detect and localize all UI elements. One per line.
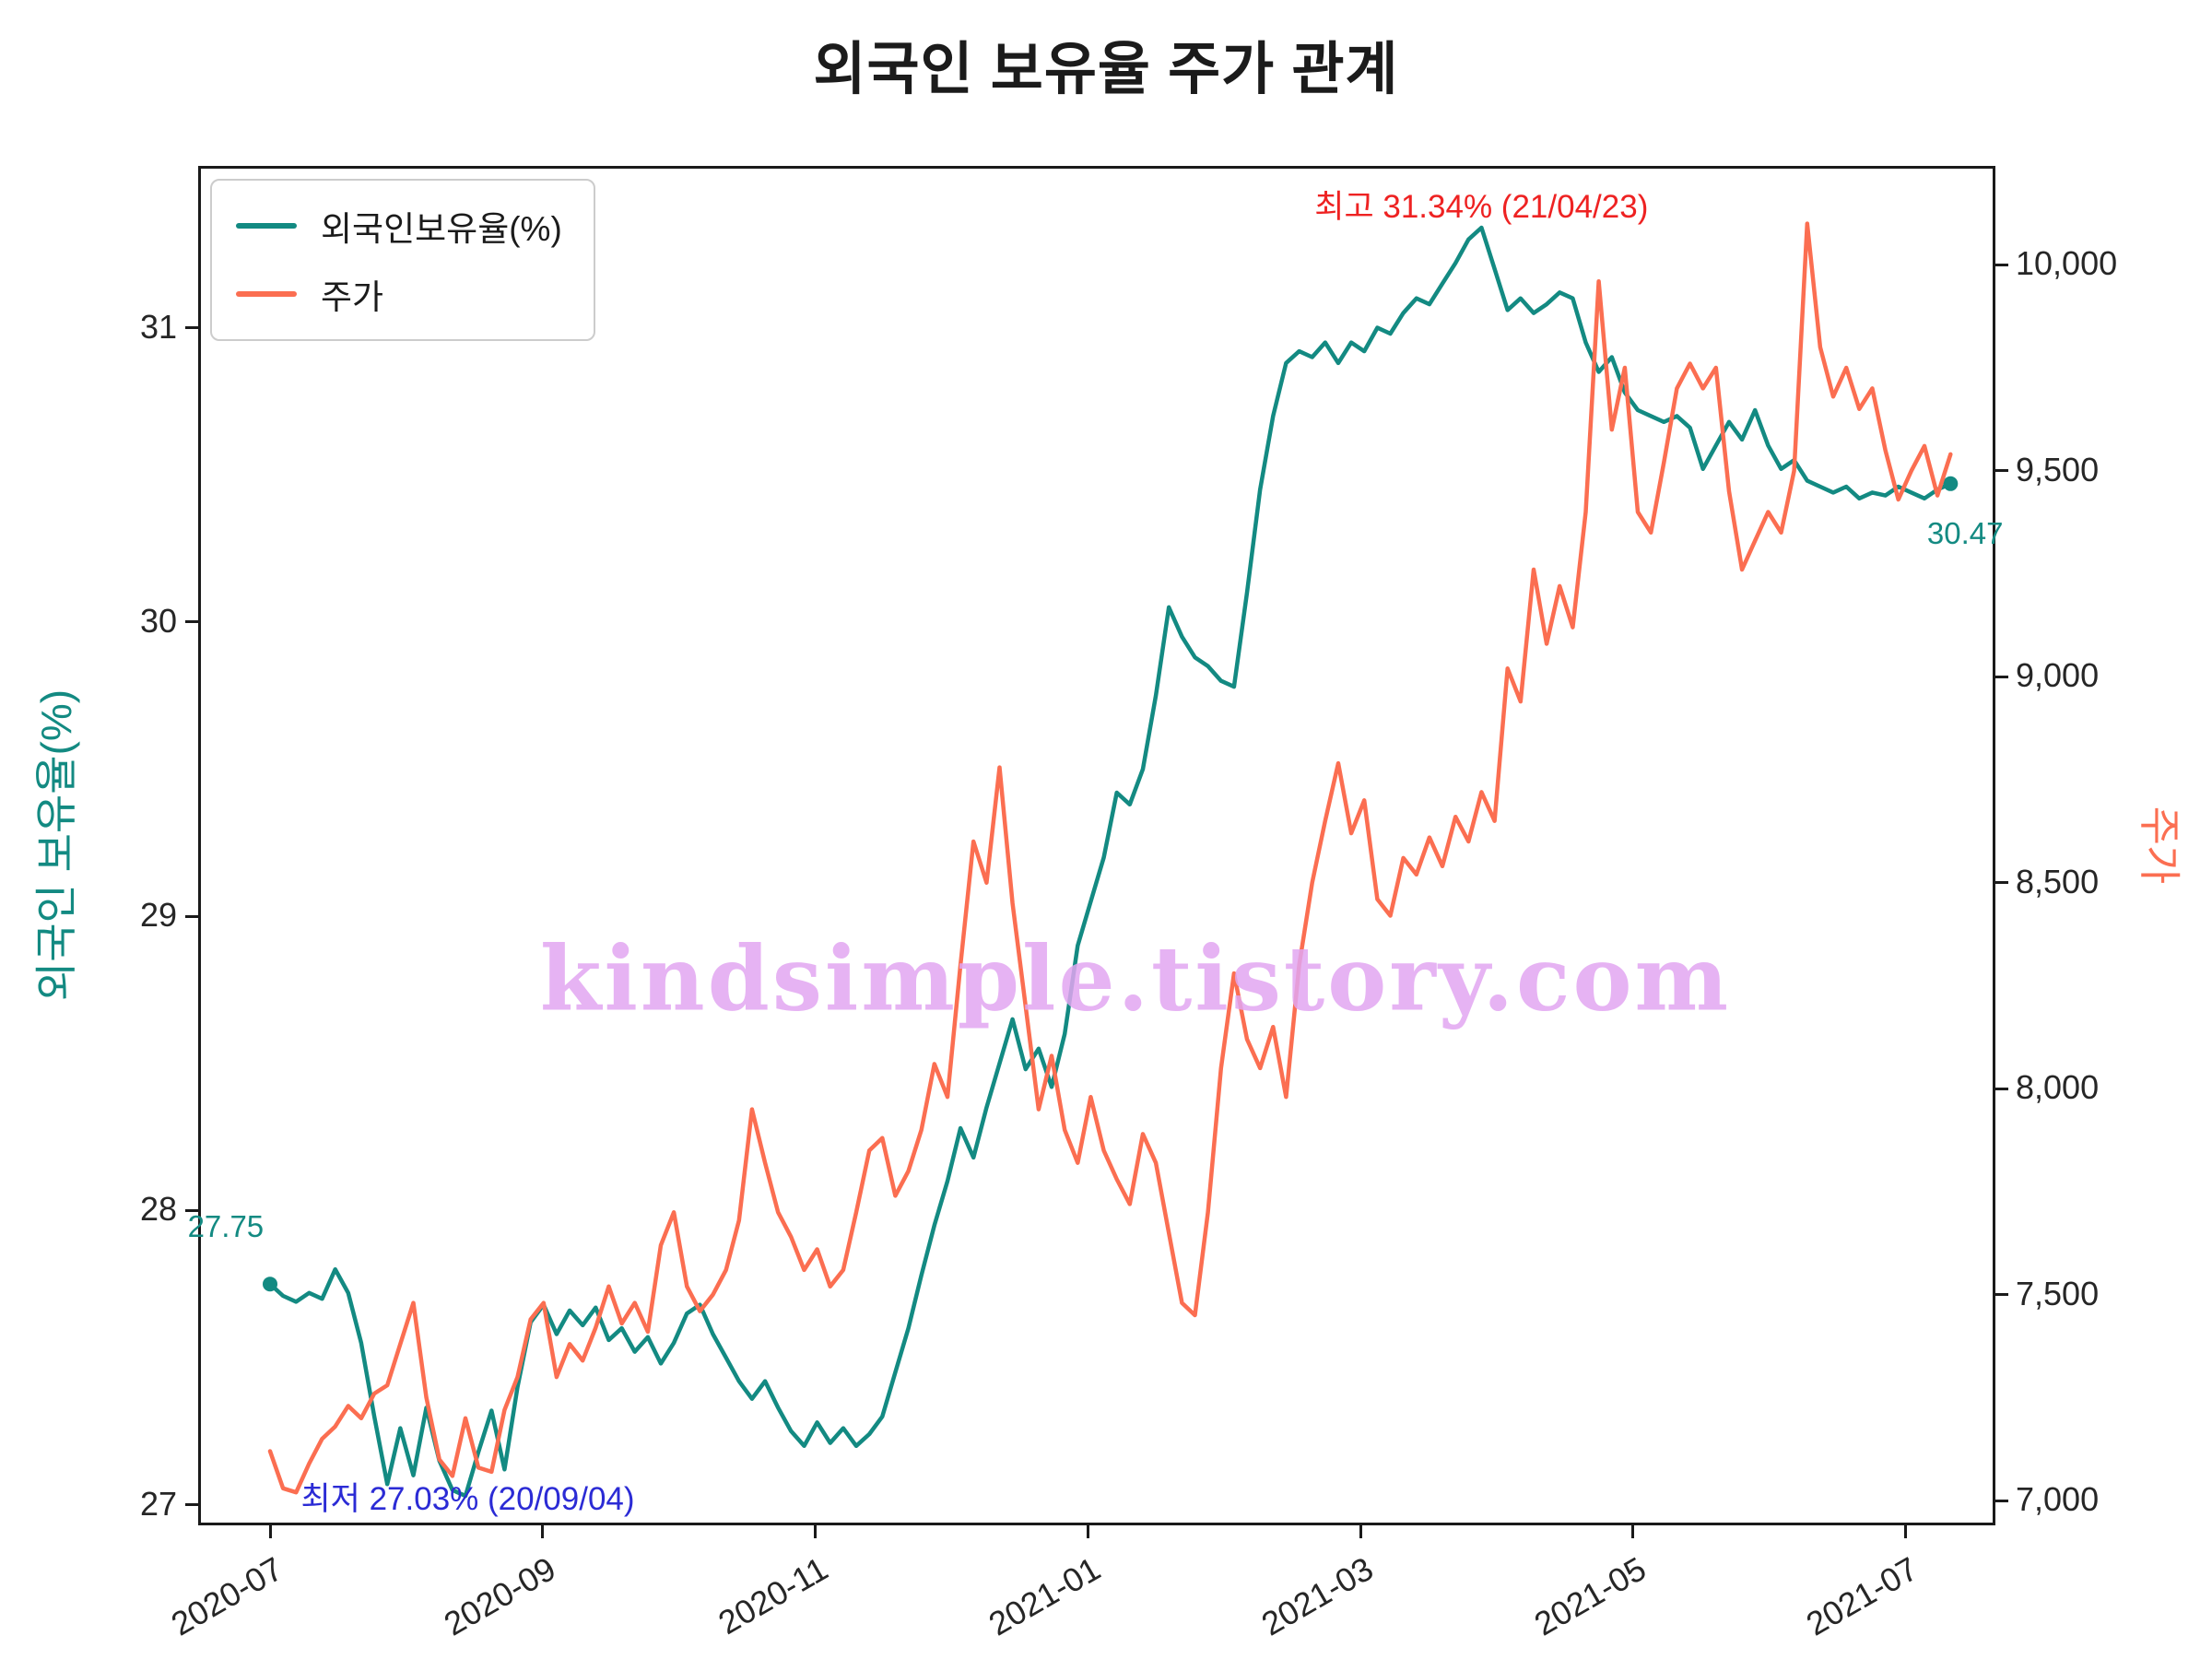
legend: 외국인보유율(%) 주가 bbox=[210, 179, 595, 341]
chart-lines bbox=[263, 221, 1959, 1499]
series-line-price bbox=[267, 221, 1953, 1495]
x-axis-tick-mark bbox=[268, 1525, 272, 1538]
legend-line-swatch bbox=[236, 291, 297, 297]
right-axis-tick-label: 9,000 bbox=[2016, 656, 2100, 695]
series-end-dot bbox=[1943, 476, 1959, 491]
right-axis-tick-label: 8,000 bbox=[2016, 1068, 2100, 1107]
x-axis-tick-mark bbox=[1359, 1525, 1362, 1538]
right-axis-tick-label: 8,500 bbox=[2016, 862, 2100, 900]
right-axis-tick-label: 7,000 bbox=[2016, 1480, 2100, 1519]
right-axis-tick-mark bbox=[1995, 469, 2008, 473]
legend-line-swatch bbox=[236, 223, 297, 229]
right-axis-tick-label: 7,500 bbox=[2016, 1274, 2100, 1312]
right-axis-tick-label: 9,500 bbox=[2016, 450, 2100, 488]
x-axis-tick-mark bbox=[1904, 1525, 1907, 1538]
legend-item: 주가 bbox=[236, 269, 562, 319]
annotation-max-value: 최고 31.34% (21/04/23) bbox=[1314, 189, 1649, 225]
chart-title: 외국인 보유율 주가 관계 bbox=[813, 38, 1399, 101]
left-axis-tick-label: 28 bbox=[139, 1190, 177, 1229]
right-axis-title: 주가 bbox=[2136, 806, 2183, 885]
right-axis-tick-label: 10,000 bbox=[2016, 244, 2118, 283]
x-axis-tick-mark bbox=[541, 1525, 545, 1538]
plot-area bbox=[198, 166, 1995, 1525]
series-line-ownership bbox=[267, 225, 1953, 1499]
label-end-value: 30.47 bbox=[1926, 516, 2004, 550]
left-axis-tick-label: 27 bbox=[139, 1484, 177, 1523]
series-start-dot bbox=[263, 1277, 277, 1292]
legend-label: 주가 bbox=[321, 278, 384, 316]
left-axis-tick-mark bbox=[185, 620, 198, 624]
left-axis-tick-label: 30 bbox=[139, 601, 177, 640]
right-axis-tick-mark bbox=[1995, 881, 2008, 885]
annotation-min-value: 최저 27.03% (20/09/04) bbox=[300, 1481, 635, 1517]
legend-label: 외국인보유율(%) bbox=[321, 210, 562, 248]
legend-item: 외국인보유율(%) bbox=[236, 201, 562, 251]
watermark: kindsimple.tistory.com bbox=[539, 926, 1732, 1031]
right-axis-tick-mark bbox=[1995, 263, 2008, 266]
x-axis-tick-mark bbox=[1631, 1525, 1635, 1538]
left-axis-tick-mark bbox=[185, 1503, 198, 1507]
left-axis-tick-mark bbox=[185, 326, 198, 330]
left-axis-tick-mark bbox=[185, 914, 198, 918]
left-axis-tick-label: 29 bbox=[139, 896, 177, 935]
right-axis-tick-mark bbox=[1995, 1499, 2008, 1502]
right-axis-tick-mark bbox=[1995, 1087, 2008, 1090]
label-start-value: 27.75 bbox=[187, 1209, 265, 1243]
right-axis-tick-mark bbox=[1995, 675, 2008, 678]
left-axis-tick-label: 31 bbox=[139, 307, 177, 346]
x-axis-tick-mark bbox=[813, 1525, 817, 1538]
left-axis-title: 외국인 보유율(%) bbox=[32, 688, 80, 1002]
left-axis-tick-mark bbox=[185, 1208, 198, 1212]
right-axis-tick-mark bbox=[1995, 1293, 2008, 1297]
x-axis-tick-mark bbox=[1086, 1525, 1089, 1538]
